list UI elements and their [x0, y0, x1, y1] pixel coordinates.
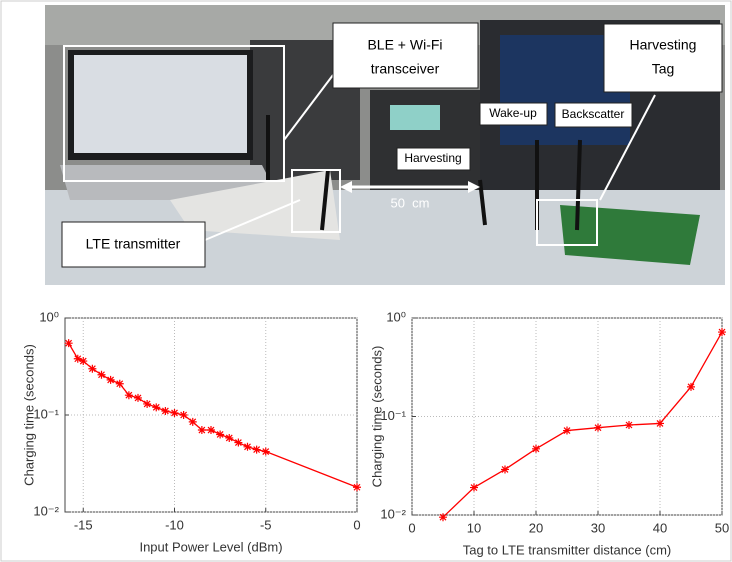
photo-antenna — [575, 139, 582, 231]
data-marker — [243, 442, 252, 451]
highlight-frame — [291, 169, 341, 233]
data-marker — [687, 382, 695, 391]
photo-label: LTE transmitter — [86, 236, 181, 252]
label-box — [603, 23, 723, 93]
data-marker — [207, 426, 215, 435]
data-line — [442, 331, 723, 518]
photo: BLE + Wi-Fi transceiver Harvesting Tag W… — [45, 5, 725, 285]
y-tick-label: 10⁻² — [380, 506, 406, 521]
data-marker — [470, 483, 478, 492]
photo-transmitter — [170, 170, 340, 240]
data-marker — [88, 364, 97, 373]
photo-label: transceiver — [371, 61, 440, 77]
x-tick-label: 0 — [408, 520, 415, 535]
photo-label: Backscatter — [562, 107, 625, 121]
label-box — [479, 102, 548, 126]
y-tick-label: 10⁻¹ — [33, 406, 59, 421]
data-marker — [152, 403, 161, 412]
label-box — [61, 221, 206, 268]
arrow-head — [468, 181, 480, 193]
plot-area — [411, 317, 723, 516]
y-tick-label: 10⁻² — [33, 503, 59, 518]
y-axis-label: Charging time (seconds) — [21, 344, 36, 486]
data-marker — [197, 426, 206, 435]
photo-screen — [390, 105, 440, 130]
label-box — [396, 147, 471, 171]
data-marker — [252, 445, 261, 454]
data-marker — [79, 357, 88, 366]
data-marker — [261, 447, 270, 456]
pointer-line — [599, 94, 656, 201]
highlight-frame — [536, 199, 598, 246]
data-marker — [718, 328, 726, 337]
x-tick-label: 40 — [653, 520, 667, 535]
data-marker — [115, 379, 124, 388]
data-marker — [563, 426, 571, 435]
photo-label: 50 cm — [390, 195, 429, 210]
plot-area — [64, 317, 358, 513]
data-marker — [439, 513, 447, 522]
data-marker — [73, 354, 82, 363]
data-marker — [97, 370, 106, 379]
x-tick-label: 30 — [591, 520, 605, 535]
data-marker — [353, 483, 361, 492]
photo-label: Tag — [652, 61, 675, 77]
x-tick-label: 10 — [467, 520, 481, 535]
data-marker — [656, 419, 664, 428]
label-box — [332, 22, 479, 89]
data-marker — [170, 408, 179, 417]
data-marker — [594, 423, 602, 432]
data-marker — [143, 399, 152, 408]
photo-pcb — [560, 205, 700, 265]
photo-antenna — [478, 179, 487, 226]
data-marker — [225, 433, 234, 442]
x-tick-label: 0 — [353, 517, 360, 532]
data-marker — [188, 417, 197, 426]
data-marker — [106, 375, 115, 384]
y-tick-label: 10⁰ — [39, 309, 59, 324]
x-tick-label: -15 — [74, 517, 93, 532]
pointer-line — [204, 199, 301, 241]
x-tick-label: -5 — [260, 517, 272, 532]
photo-label: Wake-up — [489, 106, 537, 120]
data-marker — [234, 438, 243, 447]
x-axis-label: Input Power Level (dBm) — [139, 539, 282, 554]
arrow-head — [340, 181, 352, 193]
y-axis-label: Charging time (seconds) — [369, 346, 384, 488]
x-axis-label: Tag to LTE transmitter distance (cm) — [463, 542, 672, 557]
photo-label: Harvesting — [404, 151, 461, 165]
data-marker — [532, 444, 540, 453]
label-box — [554, 102, 633, 128]
x-tick-label: -10 — [165, 517, 184, 532]
data-marker — [501, 465, 509, 474]
photo-laptop-screen — [74, 55, 247, 153]
data-marker — [625, 420, 633, 429]
data-marker — [179, 411, 188, 419]
y-tick-label: 10⁰ — [386, 309, 406, 324]
x-tick-label: 20 — [529, 520, 543, 535]
data-marker — [161, 406, 170, 415]
highlight-frame — [63, 45, 285, 182]
photo-label: Harvesting — [630, 37, 697, 53]
data-marker — [64, 339, 73, 348]
photo-antenna — [320, 169, 330, 231]
data-marker — [134, 393, 142, 402]
pointer-line — [283, 74, 334, 141]
photo-label: BLE + Wi-Fi — [367, 37, 442, 53]
data-marker — [216, 430, 225, 439]
y-tick-label: 10⁻¹ — [380, 408, 406, 423]
x-tick-label: 50 — [715, 520, 729, 535]
data-marker — [124, 391, 133, 400]
